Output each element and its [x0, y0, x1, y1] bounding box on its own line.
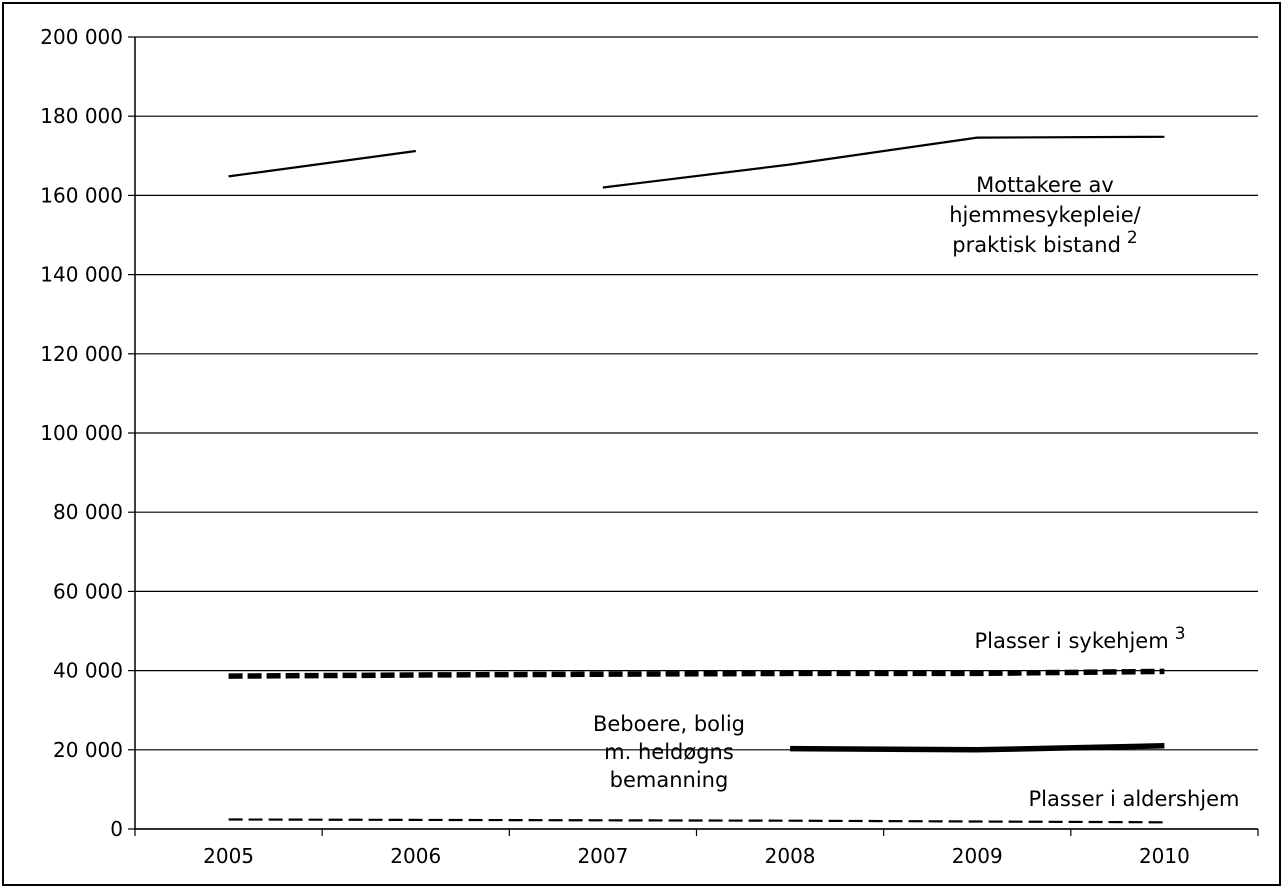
- series-annotation: Plasser i sykehjem 3: [974, 624, 1185, 653]
- series-annotations: Mottakere av hjemmesykepleie/praktisk bis…: [593, 173, 1240, 811]
- series-line-1: [228, 668, 1165, 679]
- x-tick-label: 2009: [952, 844, 1003, 868]
- series-annotation: hjemmesykepleie/: [949, 203, 1141, 227]
- series-lines: [228, 135, 1165, 824]
- y-tick-label: 40 000: [53, 659, 123, 683]
- series-annotation: bemanning: [610, 768, 729, 792]
- x-tick-label: 2007: [577, 844, 628, 868]
- series-line-0: [228, 149, 416, 178]
- gridlines: [135, 36, 1258, 830]
- y-tick-label: 100 000: [40, 421, 123, 445]
- y-tick-label: 80 000: [53, 500, 123, 524]
- y-tick-label: 140 000: [40, 263, 123, 287]
- x-tick-label: 2005: [203, 844, 254, 868]
- x-tick-label: 2006: [390, 844, 441, 868]
- y-tick-labels: 0 20 000 40 000 60 000 80 000 100 000 120 000 1…: [40, 25, 123, 841]
- series-annotation: Mottakere av: [976, 173, 1114, 197]
- x-tick-label: 2010: [1139, 844, 1190, 868]
- series-annotation-footnote: 3: [1175, 624, 1186, 644]
- series-annotation-footnote: 2: [1127, 228, 1138, 248]
- y-tick-label: 20 000: [53, 738, 123, 762]
- series-annotation: praktisk bistand 2: [952, 228, 1138, 257]
- y-tick-label: 180 000: [40, 104, 123, 128]
- axes: [128, 36, 1259, 836]
- series-annotation: m. heldøgns: [604, 740, 734, 764]
- series-line-0: [602, 135, 1165, 189]
- series-annotation: Plasser i aldershjem: [1028, 787, 1239, 811]
- y-tick-label: 200 000: [40, 25, 123, 49]
- x-tick-label: 2008: [765, 844, 816, 868]
- series-annotation: Beboere, bolig: [593, 712, 745, 736]
- y-tick-label: 0: [110, 817, 123, 841]
- series-line-2: [790, 743, 1165, 753]
- x-tick-labels: 2005 2006 2007 2008 2009 2010: [203, 844, 1190, 868]
- y-tick-label: 120 000: [40, 342, 123, 366]
- y-tick-label: 160 000: [40, 183, 123, 207]
- series-line-3: [228, 818, 1165, 824]
- y-tick-label: 60 000: [53, 579, 123, 603]
